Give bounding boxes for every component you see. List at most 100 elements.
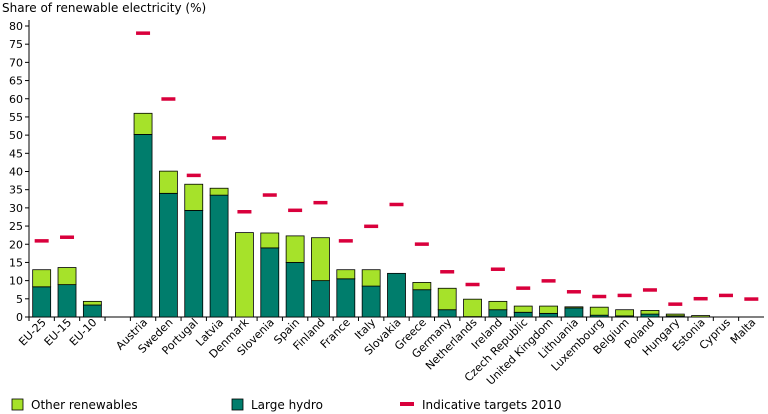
y-tick-label-0: 0 (16, 311, 23, 324)
bar-other-renewables-sweden (158, 170, 178, 194)
y-tick-label-35: 35 (9, 184, 23, 197)
y-axis-title: Share of renewable electricity (%) (2, 1, 206, 15)
y-tick-label-45: 45 (9, 147, 23, 160)
bar-other-renewables-slovenia (260, 232, 280, 249)
bar-other-renewables-austria (133, 112, 153, 135)
bar-other-renewables-latvia (209, 187, 229, 196)
bar-large-hydro-spain (285, 262, 305, 318)
legend: Other renewables Large hydro Indicative … (11, 398, 561, 412)
legend-swatch-large-hydro (231, 398, 244, 411)
bar-large-hydro-ireland (488, 309, 508, 318)
bar-other-renewables-ireland (488, 300, 508, 311)
bar-large-hydro-eu-25 (32, 286, 52, 318)
y-tick-label-5: 5 (16, 293, 23, 306)
legend-swatch-other-renewables (11, 398, 24, 411)
y-tick-label-55: 55 (9, 111, 23, 124)
target-marker-estonia (693, 296, 708, 301)
bar-other-renewables-france (336, 269, 356, 280)
target-marker-poland (642, 288, 657, 292)
bar-large-hydro-portugal (184, 210, 204, 318)
bar-other-renewables-eu-10 (82, 300, 102, 306)
y-tick-label-80: 80 (9, 20, 23, 33)
target-marker-malta (744, 297, 759, 301)
bar-other-renewables-netherlands (463, 298, 482, 318)
bar-other-renewables-lithuania (564, 306, 584, 309)
bar-large-hydro-poland (640, 313, 660, 318)
legend-item-large-hydro: Large hydro (231, 398, 323, 412)
target-marker-hungary (668, 302, 683, 306)
y-tick-label-65: 65 (9, 75, 23, 88)
target-marker-slovakia (389, 202, 404, 207)
bar-other-renewables-belgium (615, 309, 635, 317)
y-tick-label-75: 75 (9, 38, 23, 51)
target-marker-cyprus (718, 293, 733, 298)
y-tick-label-60: 60 (9, 93, 23, 106)
bar-other-renewables-greece (412, 282, 432, 291)
y-tick-label-50: 50 (9, 129, 23, 142)
target-marker-austria (136, 31, 151, 35)
bar-large-hydro-italy (361, 285, 381, 318)
bar-large-hydro-finland (311, 280, 330, 318)
x-tick-label-malta: Malta (728, 316, 759, 347)
bar-large-hydro-lithuania (564, 307, 584, 318)
y-tick-label-20: 20 (9, 238, 23, 251)
bar-large-hydro-sweden (158, 192, 178, 318)
target-marker-denmark (237, 210, 252, 214)
legend-item-indicative-targets: Indicative targets 2010 (400, 398, 561, 412)
target-marker-eu-25 (34, 239, 49, 243)
bar-other-renewables-poland (640, 310, 660, 315)
bar-other-renewables-portugal (184, 183, 204, 211)
bar-other-renewables-eu-25 (32, 269, 52, 288)
target-marker-ireland (490, 267, 505, 271)
target-marker-united-kingdom (541, 279, 556, 283)
target-marker-lithuania (566, 290, 581, 294)
bar-other-renewables-luxembourg (589, 306, 609, 316)
bar-other-renewables-finland (311, 237, 330, 282)
bar-other-renewables-denmark (235, 232, 254, 318)
target-marker-finland (313, 200, 328, 205)
bar-large-hydro-eu-15 (57, 284, 77, 318)
y-tick-label-30: 30 (9, 202, 23, 215)
target-marker-czech-republic (516, 286, 531, 290)
target-marker-portugal (186, 173, 201, 178)
bar-other-renewables-eu-15 (57, 267, 77, 286)
target-marker-slovenia (262, 193, 277, 197)
target-marker-france (338, 239, 353, 243)
bar-other-renewables-united-kingdom (539, 305, 558, 314)
x-tick-label-eu-15: EU-15 (42, 316, 75, 349)
bar-other-renewables-hungary (665, 313, 685, 317)
bar-large-hydro-eu-10 (82, 304, 102, 318)
y-tick-label-25: 25 (9, 220, 23, 233)
legend-label-other-renewables: Other renewables (31, 398, 138, 412)
legend-item-other-renewables: Other renewables (11, 398, 138, 412)
y-tick-label-15: 15 (9, 256, 23, 269)
bar-other-renewables-spain (285, 235, 305, 263)
target-marker-spain (288, 208, 303, 213)
bar-large-hydro-czech-republic (513, 311, 533, 318)
bar-other-renewables-italy (361, 269, 381, 287)
target-marker-latvia (212, 136, 227, 140)
bar-large-hydro-united-kingdom (539, 312, 558, 318)
y-tick-label-70: 70 (9, 56, 23, 69)
bar-large-hydro-greece (412, 289, 432, 318)
target-marker-italy (364, 224, 379, 229)
bar-large-hydro-france (336, 278, 356, 318)
legend-label-indicative-targets: Indicative targets 2010 (422, 398, 561, 412)
legend-swatch-indicative-targets (400, 402, 414, 406)
bar-large-hydro-austria (133, 133, 153, 318)
target-marker-sweden (161, 97, 176, 101)
bar-other-renewables-czech-republic (513, 305, 533, 313)
x-tick-label-eu-10: EU-10 (67, 316, 100, 349)
target-marker-eu-15 (60, 235, 75, 239)
target-marker-greece (414, 242, 429, 246)
bar-large-hydro-latvia (209, 194, 229, 318)
bar-other-renewables-estonia (691, 315, 711, 318)
target-marker-germany (440, 270, 455, 274)
target-marker-belgium (617, 293, 632, 298)
bar-other-renewables-germany (437, 287, 457, 311)
y-tick-label-40: 40 (9, 166, 23, 179)
y-tick-label-10: 10 (9, 275, 23, 288)
plot-area: 05101520253035404550556065707580EU-25EU-… (9, 20, 764, 388)
bar-large-hydro-slovakia (387, 272, 406, 318)
